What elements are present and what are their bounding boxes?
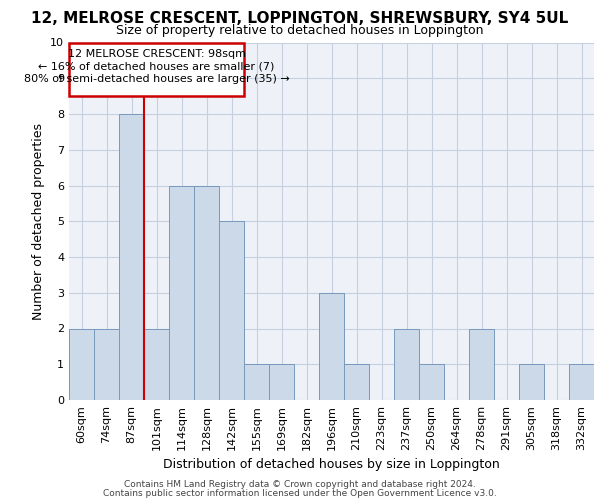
Bar	[569, 364, 594, 400]
Bar	[519, 364, 544, 400]
Text: 80% of semi-detached houses are larger (35) →: 80% of semi-detached houses are larger (…	[23, 74, 289, 84]
Text: Contains HM Land Registry data © Crown copyright and database right 2024.: Contains HM Land Registry data © Crown c…	[124, 480, 476, 489]
Bar	[244, 364, 269, 400]
X-axis label: Distribution of detached houses by size in Loppington: Distribution of detached houses by size …	[163, 458, 500, 471]
Bar	[319, 292, 344, 400]
Bar	[469, 328, 494, 400]
Text: ← 16% of detached houses are smaller (7): ← 16% of detached houses are smaller (7)	[38, 62, 275, 72]
Bar	[219, 221, 244, 400]
Bar	[94, 328, 119, 400]
Text: 12, MELROSE CRESCENT, LOPPINGTON, SHREWSBURY, SY4 5UL: 12, MELROSE CRESCENT, LOPPINGTON, SHREWS…	[31, 11, 569, 26]
Bar	[394, 328, 419, 400]
Text: Contains public sector information licensed under the Open Government Licence v3: Contains public sector information licen…	[103, 488, 497, 498]
Bar	[194, 186, 219, 400]
Bar	[269, 364, 294, 400]
Bar	[144, 328, 169, 400]
Bar	[69, 328, 94, 400]
Bar	[169, 186, 194, 400]
Text: 12 MELROSE CRESCENT: 98sqm: 12 MELROSE CRESCENT: 98sqm	[67, 49, 245, 59]
Bar	[344, 364, 369, 400]
Y-axis label: Number of detached properties: Number of detached properties	[32, 122, 44, 320]
FancyBboxPatch shape	[69, 42, 244, 96]
Text: Size of property relative to detached houses in Loppington: Size of property relative to detached ho…	[116, 24, 484, 37]
Bar	[119, 114, 144, 400]
Bar	[419, 364, 444, 400]
